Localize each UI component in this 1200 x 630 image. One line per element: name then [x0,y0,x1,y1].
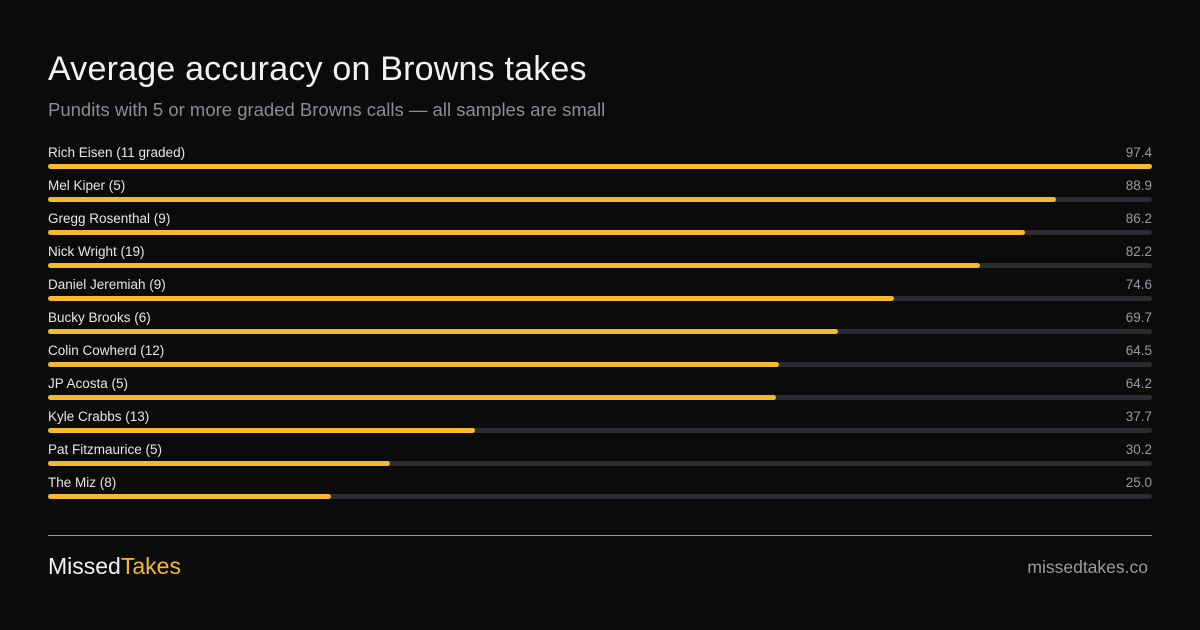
bar-value-label: 69.7 [1125,310,1152,325]
bar-track [48,263,1152,268]
bar-row: Rich Eisen (11 graded) 97.4 [48,142,1152,175]
bar [48,329,839,334]
bar-track [48,461,1152,466]
bar-row: Nick Wright (19) 82.2 [48,241,1152,274]
bar-label: Bucky Brooks (6) [48,310,151,325]
bar [48,164,1152,169]
bar-label: Kyle Crabbs (13) [48,409,150,424]
bar-track [48,428,1152,433]
bar-track [48,296,1152,301]
bar-value-label: 64.5 [1125,343,1152,358]
bar [48,395,776,400]
bar-row: Mel Kiper (5) 88.9 [48,175,1152,208]
bar-row: JP Acosta (5) 64.2 [48,373,1152,406]
bar-row: Daniel Jeremiah (9) 74.6 [48,274,1152,307]
bar-row: Gregg Rosenthal (9) 86.2 [48,208,1152,241]
bar-label: JP Acosta (5) [48,376,129,391]
bar-label: Daniel Jeremiah (9) [48,277,166,292]
bar [48,263,980,268]
bar-row: Colin Cowherd (12) 64.5 [48,340,1152,373]
bar [48,428,476,433]
bar [48,494,332,499]
bar [48,296,894,301]
bar-value-label: 37.7 [1125,409,1152,424]
bar-track [48,329,1152,334]
bar-label: The Miz (8) [48,475,117,490]
footer-divider [48,535,1152,536]
site-link[interactable]: missedtakes.co [1027,557,1148,577]
chart-title: Average accuracy on Browns takes [48,50,587,88]
bar [48,197,1056,202]
bar-track [48,230,1152,235]
bar-track [48,164,1152,169]
bar-label: Gregg Rosenthal (9) [48,211,171,226]
bar-track [48,362,1152,367]
chart-subtitle: Pundits with 5 or more graded Browns cal… [48,99,606,120]
bar-row: Bucky Brooks (6) 69.7 [48,307,1152,340]
bar-value-label: 82.2 [1125,244,1152,259]
bar-value-label: 74.6 [1125,277,1152,292]
bar-label: Colin Cowherd (12) [48,343,165,358]
bar-value-label: 25.0 [1125,475,1152,490]
bar-label: Pat Fitzmaurice (5) [48,442,163,457]
bar-value-label: 86.2 [1125,211,1152,226]
bar-label: Rich Eisen (11 graded) [48,145,186,160]
bar-chart: Rich Eisen (11 graded) 97.4 Mel Kiper (5) 8… [48,142,1152,505]
bar [48,362,780,367]
bar-track [48,197,1152,202]
brand-logo[interactable]: MissedTakes [48,553,181,580]
bar [48,461,391,466]
bar-label: Mel Kiper (5) [48,178,126,193]
brand-logo-part-2: Takes [120,553,181,579]
bar-value-label: 97.4 [1125,145,1152,160]
bar-label: Nick Wright (19) [48,244,145,259]
bar-track [48,494,1152,499]
bar-value-label: 30.2 [1125,442,1152,457]
bar-value-label: 88.9 [1125,178,1152,193]
bar [48,230,1026,235]
bar-row: Pat Fitzmaurice (5) 30.2 [48,439,1152,472]
bar-track [48,395,1152,400]
brand-logo-part-1: Missed [48,553,121,579]
bar-row: Kyle Crabbs (13) 37.7 [48,406,1152,439]
bar-value-label: 64.2 [1125,376,1152,391]
bar-row: The Miz (8) 25.0 [48,472,1152,505]
